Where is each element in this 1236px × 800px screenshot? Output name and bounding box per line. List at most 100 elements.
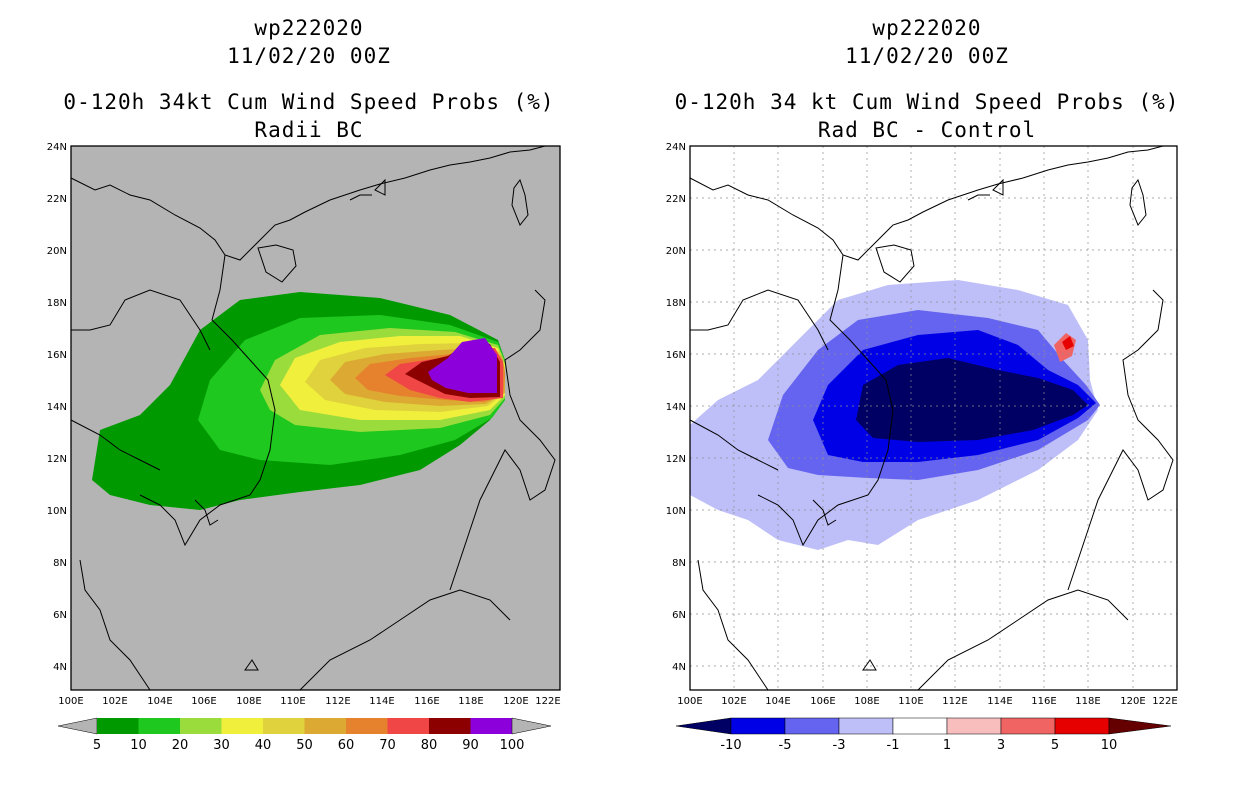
lon-label: 116E: [414, 696, 439, 707]
colorbar-label: 10: [130, 738, 147, 753]
lon-label: 110E: [280, 696, 305, 707]
grid-lines: [690, 146, 1177, 690]
lon-label: 120E: [503, 696, 528, 707]
lon-label: 114E: [369, 696, 394, 707]
colorbar-label: 50: [296, 738, 313, 753]
lat-label: 22N: [47, 194, 67, 205]
colorbar-label: 80: [421, 738, 438, 753]
colorbar-label: 5: [1051, 738, 1059, 753]
colorbar-cell: [304, 718, 346, 734]
lat-label: 8N: [672, 558, 686, 569]
difference-field: [690, 280, 1100, 550]
colorbar-cell: [1000, 717, 1056, 735]
lon-label: 116E: [1031, 696, 1056, 707]
coastlines: [70, 145, 556, 691]
lon-label: 118E: [1075, 696, 1100, 707]
map-frame: [70, 145, 561, 691]
colorbar-label: -1: [887, 738, 900, 753]
right-date: 11/02/20 00Z: [845, 44, 1009, 68]
colorbar-label: 5: [93, 738, 101, 753]
right-panel: wp222020 11/02/20 00Z 0-120h 34 kt Cum W…: [618, 0, 1236, 800]
colorbar-cell: [429, 718, 471, 734]
colorbar-label: -3: [833, 738, 846, 753]
lat-label: 22N: [666, 194, 686, 205]
colorbar-cell: [784, 717, 840, 735]
lon-labels: 100E 102E 104E 106E 108E 110E 112E 114E …: [677, 696, 1177, 707]
lat-label: 14N: [666, 402, 686, 413]
contour-plus-5: [1062, 336, 1074, 350]
contour-minus-10: [856, 358, 1088, 442]
lat-label: 24N: [666, 142, 686, 153]
lat-label: 18N: [666, 298, 686, 309]
colorbar-label: 3: [997, 738, 1005, 753]
lat-label: 16N: [666, 350, 686, 361]
lat-label: 14N: [47, 402, 67, 413]
lon-label: 106E: [191, 696, 216, 707]
lon-label: 100E: [58, 696, 83, 707]
lat-label: 6N: [53, 610, 67, 621]
map-frame: [689, 145, 1178, 691]
lon-label: 110E: [898, 696, 923, 707]
colorbar-cell: [892, 717, 948, 735]
left-date: 11/02/20 00Z: [227, 44, 391, 68]
colorbar-label: 1: [943, 738, 951, 753]
colorbar-cell: [946, 717, 1002, 735]
lon-label: 120E: [1120, 696, 1145, 707]
colorbar-cell: [346, 718, 388, 734]
colorbar-cell: [221, 718, 263, 734]
lon-label: 104E: [765, 696, 790, 707]
coastlines: [689, 145, 1174, 691]
colorbar-label: 100: [500, 738, 525, 753]
lat-label: 6N: [672, 610, 686, 621]
colorbar-cell: [97, 718, 139, 734]
lon-label: 104E: [147, 696, 172, 707]
colorbar-under-arrow: [675, 717, 732, 735]
colorbar-cell: [730, 717, 786, 735]
contour-90: [428, 338, 497, 393]
probability-field: [92, 292, 505, 510]
right-colorbar: -10 -5 -3 -1 1 3 5 10: [675, 717, 1172, 753]
colorbar-over-arrow: [1108, 717, 1172, 735]
colorbar-cell: [838, 717, 894, 735]
lat-label: 4N: [53, 662, 67, 673]
colorbar-label: 30: [213, 738, 230, 753]
right-map: 24N 22N 20N 18N 16N 14N 12N 10N 8N 6N 4N…: [666, 142, 1178, 753]
left-storm-id: wp222020: [254, 16, 364, 40]
lat-label: 12N: [666, 454, 686, 465]
lon-label: 122E: [1152, 696, 1177, 707]
colorbar-cell: [263, 718, 305, 734]
lat-labels: 24N 22N 20N 18N 16N 14N 12N 10N 8N 6N 4N: [666, 142, 686, 673]
colorbar-label: -5: [779, 738, 792, 753]
colorbar-cell: [470, 718, 512, 734]
right-subtitle: Rad BC - Control: [817, 118, 1037, 142]
lon-label: 108E: [854, 696, 879, 707]
colorbar-label: 90: [462, 738, 479, 753]
colorbar-over-arrow: [511, 717, 552, 735]
colorbar-label: 20: [172, 738, 189, 753]
left-colorbar: 5 10 20 30 40 50 60 70 80 90 100: [57, 717, 552, 753]
colorbar-under-arrow: [57, 717, 98, 735]
left-subtitle: Radii BC: [254, 118, 364, 142]
lon-label: 114E: [987, 696, 1012, 707]
colorbar-label: -10: [720, 738, 741, 753]
colorbar-label: 60: [338, 738, 355, 753]
colorbar-label: 40: [255, 738, 272, 753]
lat-label: 4N: [672, 662, 686, 673]
lon-label: 112E: [942, 696, 967, 707]
lon-label: 102E: [102, 696, 127, 707]
lat-label: 20N: [47, 246, 67, 257]
lat-label: 12N: [47, 454, 67, 465]
right-title: 0-120h 34 kt Cum Wind Speed Probs (%): [674, 90, 1180, 114]
left-panel: wp222020 11/02/20 00Z 0-120h 34kt Cum Wi…: [47, 16, 561, 753]
lat-labels: 24N 22N 20N 18N 16N 14N 12N 10N 8N 6N 4N: [47, 142, 67, 673]
lat-label: 24N: [47, 142, 67, 153]
lat-label: 18N: [47, 298, 67, 309]
colorbar-cell: [1054, 717, 1110, 735]
right-storm-id: wp222020: [872, 16, 982, 40]
lat-label: 16N: [47, 350, 67, 361]
colorbar-cell: [180, 718, 222, 734]
lon-label: 118E: [458, 696, 483, 707]
lon-label: 100E: [677, 696, 702, 707]
colorbar-cell: [387, 718, 429, 734]
lat-label: 20N: [666, 246, 686, 257]
